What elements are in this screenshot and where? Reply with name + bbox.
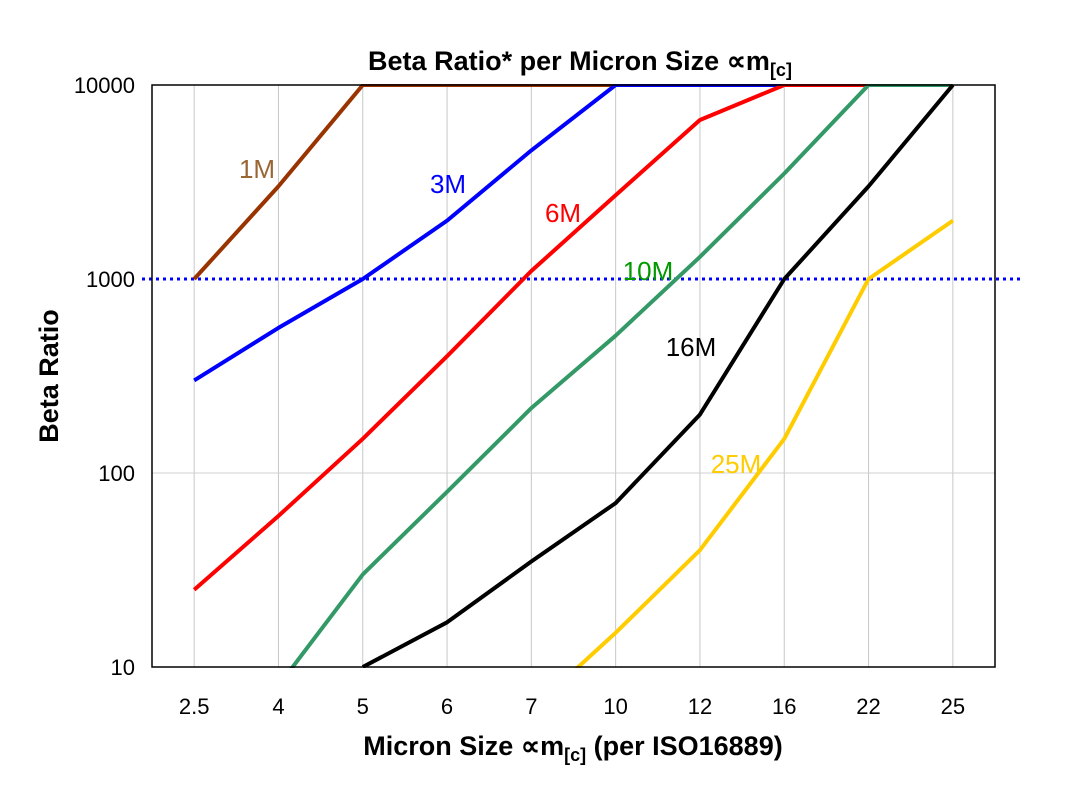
y-tick-label: 100 bbox=[98, 461, 135, 486]
x-tick-label: 7 bbox=[525, 694, 537, 719]
x-tick-label: 10 bbox=[603, 694, 627, 719]
y-tick-label: 10 bbox=[111, 655, 135, 680]
y-tick-label: 10000 bbox=[74, 73, 135, 98]
x-tick-label: 4 bbox=[272, 694, 284, 719]
series-label-1M: 1M bbox=[239, 154, 275, 184]
y-tick-label: 1000 bbox=[86, 267, 135, 292]
y-axis-label: Beta Ratio bbox=[34, 309, 64, 443]
x-axis-label: Micron Size ∝m[c] (per ISO16889) bbox=[363, 731, 782, 765]
series-label-25M: 25M bbox=[711, 449, 762, 479]
series-label-6M: 6M bbox=[545, 198, 581, 228]
series-label-10M: 10M bbox=[623, 256, 674, 286]
x-tick-label: 6 bbox=[441, 694, 453, 719]
series-label-3M: 3M bbox=[430, 169, 466, 199]
series-line-16M bbox=[361, 84, 955, 668]
x-tick-label: 5 bbox=[357, 694, 369, 719]
x-tick-label: 22 bbox=[856, 694, 880, 719]
x-tick-label: 25 bbox=[941, 694, 965, 719]
x-tick-label: 16 bbox=[772, 694, 796, 719]
series-label-16M: 16M bbox=[666, 332, 717, 362]
x-tick-label: 2.5 bbox=[179, 694, 210, 719]
chart-title: Beta Ratio* per Micron Size ∝m[c] bbox=[368, 46, 792, 80]
plot-area-border bbox=[151, 84, 996, 668]
x-tick-label: 12 bbox=[688, 694, 712, 719]
